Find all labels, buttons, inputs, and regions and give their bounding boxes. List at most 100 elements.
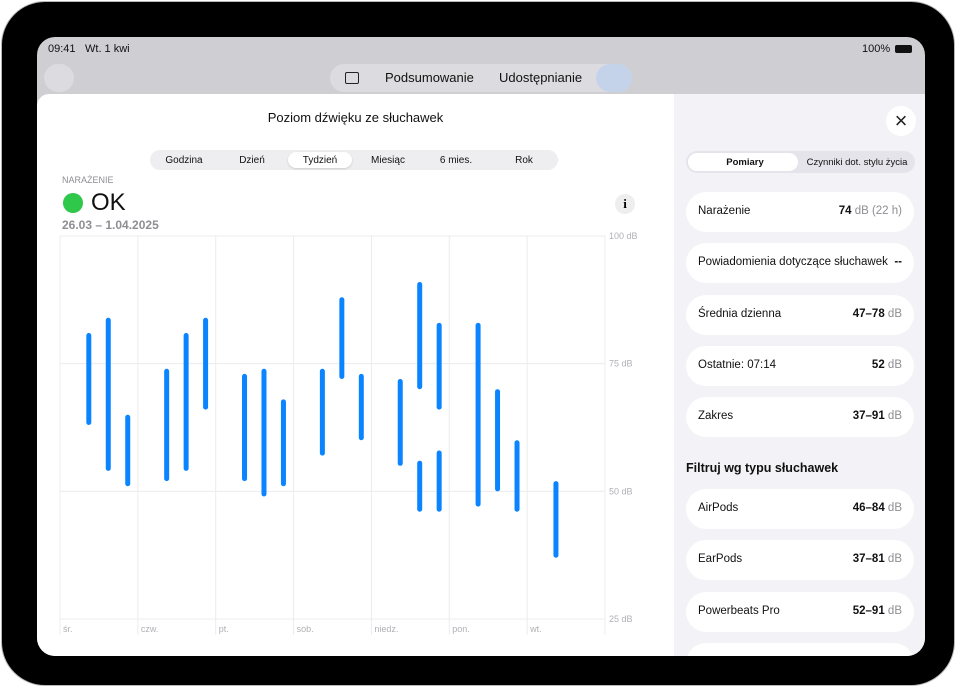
row-value: 52–91 dB — [853, 605, 902, 617]
range-bar — [125, 414, 131, 487]
row-number: 52 — [871, 358, 885, 371]
row-number: 52–91 — [852, 604, 885, 617]
row-label: EarPods — [698, 553, 743, 566]
date: Wt. 1 kwi — [85, 43, 130, 55]
toolbar-item[interactable]: Podsumowanie — [385, 70, 474, 85]
date-range: 26.03 – 1.04.2025 — [62, 218, 159, 232]
list-row[interactable]: Zakres 37–91 dB — [686, 397, 914, 438]
y-tick-label: 75 dB — [609, 359, 633, 369]
row-value: 52 dB — [872, 359, 902, 371]
row-label: Powerbeats Pro — [698, 604, 780, 617]
x-tick-label: czw. — [141, 624, 159, 634]
y-tick-label: 100 dB — [609, 231, 638, 241]
row-unit: dB — [887, 604, 902, 617]
range-bar — [436, 450, 442, 512]
range-bar — [436, 322, 442, 410]
list-row[interactable]: EarPods 37–81 dB — [686, 540, 914, 581]
list-row[interactable]: Średnia dzienna 47–78 dB — [686, 294, 914, 335]
range-bar — [417, 281, 423, 390]
list-row[interactable]: Ostatnie: 07:14 52 dB — [686, 345, 914, 386]
list-row[interactable]: Powerbeats Pro 52–91 dB — [686, 591, 914, 632]
battery-icon — [895, 45, 912, 53]
toolbar — [330, 64, 632, 92]
x-tick-label: pon. — [452, 624, 470, 634]
row-number: 74 — [838, 205, 852, 217]
segment-selected — [288, 152, 352, 168]
row-number: -- — [894, 256, 902, 269]
tab-selected — [688, 153, 798, 171]
range-bar — [514, 440, 520, 512]
screen: 09:41 Wt. 1 kwi 100% Podsumowanie Udostę… — [37, 37, 925, 656]
segment[interactable]: Rok — [515, 155, 533, 166]
sheet-title: Poziom dźwięku ze słuchawek — [267, 110, 444, 125]
x-tick-label: niedz. — [374, 624, 398, 634]
segment[interactable]: Tydzień — [302, 155, 338, 166]
y-tick-label: 25 dB — [609, 614, 633, 624]
row-value: 37–81 dB — [853, 553, 902, 565]
exposure-label: NARAŻENIE — [62, 175, 114, 185]
row-number: 47–78 — [852, 307, 885, 320]
tab[interactable]: Czynniki dot. stylu życia — [806, 157, 908, 168]
sheet-main: Poziom dźwięku ze słuchawek NARAŻENIE OK… — [37, 94, 674, 656]
row-unit: dB (22 h) — [854, 205, 902, 217]
range-bar — [105, 317, 111, 471]
row-unit: dB — [887, 502, 902, 514]
list-row — [686, 643, 914, 656]
row-number: 37–81 — [852, 553, 885, 566]
row-unit: dB — [887, 358, 902, 371]
row-value: 47–78 dB — [853, 308, 902, 320]
list-row[interactable]: Narażenie 74 dB (22 h) — [686, 192, 914, 232]
row-value: -- — [894, 256, 902, 268]
time: 09:41 — [48, 43, 76, 55]
battery: 100% — [862, 43, 891, 55]
range-bar — [417, 460, 423, 512]
x-tick-label: śr. — [63, 624, 73, 634]
x-tick-label: sob. — [297, 624, 314, 634]
search-button[interactable] — [596, 64, 632, 92]
exposure-status: OK — [91, 189, 126, 216]
sidebar-button[interactable] — [345, 72, 359, 84]
toolbar-item[interactable]: Udostępnianie — [499, 70, 583, 85]
row-number: 37–91 — [852, 410, 885, 423]
range-bar — [280, 399, 286, 487]
segment[interactable]: Dzień — [239, 155, 265, 166]
list-row[interactable]: Powiadomienia dotyczące słuchawek -- — [686, 243, 914, 284]
segment[interactable]: Miesiąc — [371, 155, 405, 166]
segmented-control — [150, 150, 558, 170]
row-unit: dB — [887, 410, 902, 423]
row-number: 46–84 — [852, 502, 885, 514]
tab[interactable]: Pomiary — [726, 157, 764, 168]
row-unit: dB — [887, 553, 902, 566]
range-bar — [242, 373, 248, 482]
range-bar — [183, 333, 189, 471]
row-label: Ostatnie: 07:14 — [698, 358, 776, 371]
info-button[interactable]: i — [615, 194, 635, 214]
row-value: 46–84 dB — [853, 502, 902, 514]
range-bar — [475, 322, 481, 507]
back-button[interactable] — [44, 64, 74, 92]
range-bar — [553, 481, 559, 558]
x-tick-label: pt. — [219, 624, 229, 634]
range-bar — [358, 373, 364, 441]
range-bar — [397, 378, 403, 466]
segment[interactable]: Godzina — [165, 155, 203, 166]
ok-icon — [63, 193, 83, 213]
list-row[interactable]: AirPods 46–84 dB — [686, 489, 914, 529]
x-tick-label: wt. — [529, 624, 542, 634]
row-label: Narażenie — [698, 205, 751, 217]
row-unit: dB — [887, 307, 902, 320]
range-bar — [261, 368, 267, 497]
sheet-side: × Pomiary Czynniki dot. stylu życia Naraże… — [674, 94, 925, 656]
range-bar — [203, 317, 209, 410]
row-label: Średnia dzienna — [698, 307, 782, 320]
row-value: 37–91 dB — [853, 410, 902, 422]
range-bar — [495, 389, 501, 492]
close-button[interactable]: × — [886, 106, 916, 136]
range-bar — [339, 297, 345, 379]
segment[interactable]: 6 mies. — [439, 155, 473, 166]
y-tick-label: 50 dB — [609, 486, 633, 496]
range-bar — [164, 368, 170, 482]
range-bar — [86, 333, 92, 425]
